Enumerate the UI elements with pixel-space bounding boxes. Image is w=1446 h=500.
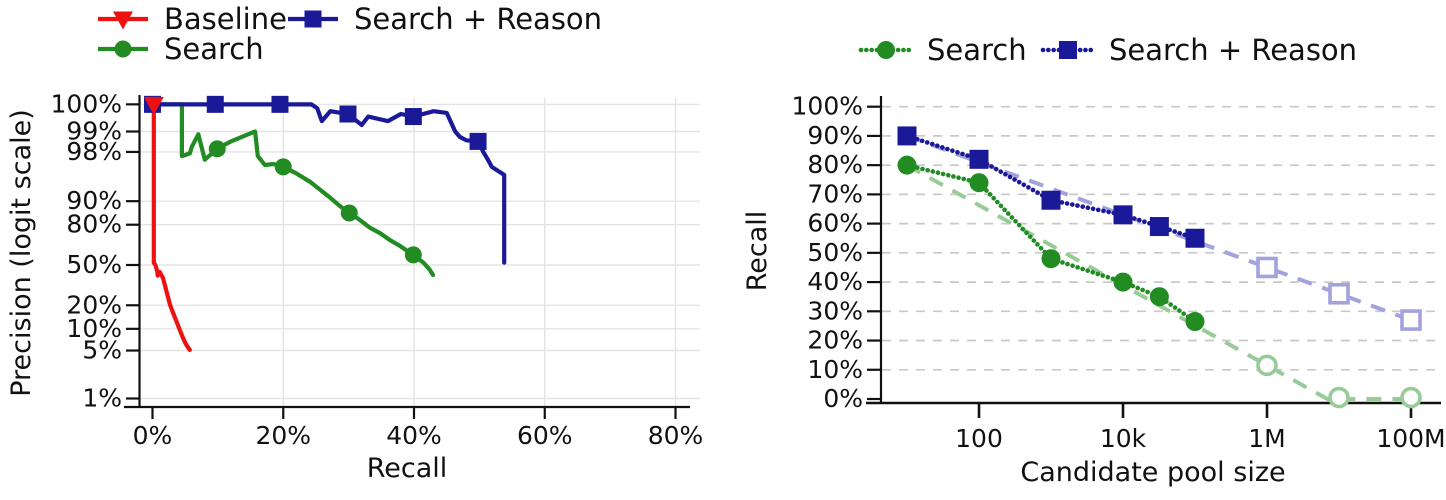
x-tick-label: 60% — [517, 421, 573, 450]
y-tick-label: 90% — [807, 121, 863, 150]
y-tick-label: 0% — [823, 384, 863, 413]
y-tick-label: 99% — [66, 117, 122, 146]
square-marker — [271, 95, 289, 113]
triangle-down-icon — [113, 11, 133, 30]
circle-marker — [897, 155, 917, 175]
y-tick-label: 50% — [807, 238, 863, 267]
circle-icon — [114, 40, 132, 58]
legend-label: Baseline — [164, 2, 287, 36]
y-tick-label: 20% — [66, 290, 122, 319]
pr-xlabel: Recall — [367, 453, 448, 484]
y-tick-label: 10% — [66, 314, 122, 343]
open-square-marker — [1400, 309, 1422, 331]
y-tick-label: 70% — [807, 179, 863, 208]
square-icon — [1059, 41, 1077, 59]
legend-item: Search — [98, 32, 264, 66]
y-tick-label: 98% — [66, 137, 122, 166]
x-tick-label: 100 — [955, 424, 1003, 453]
circle-marker — [1041, 249, 1061, 269]
open-circle-marker — [1328, 386, 1350, 409]
series-line-search — [150, 102, 436, 278]
y-tick-label: 40% — [807, 267, 863, 296]
y-tick-label: 80% — [807, 150, 863, 179]
circle-marker — [1113, 272, 1133, 292]
circle-marker — [340, 204, 358, 222]
x-tick-label: 10k — [1100, 424, 1147, 453]
legend-label: Search + Reason — [1109, 33, 1357, 67]
square-marker — [206, 95, 224, 113]
open-circle-marker — [1400, 386, 1422, 409]
legend-label: Search — [927, 33, 1027, 67]
legend-item: Search — [858, 33, 1027, 67]
square-marker — [469, 132, 487, 150]
circle-marker — [404, 246, 422, 264]
x-tick-label: 0% — [133, 421, 173, 450]
square-marker — [1041, 190, 1061, 210]
square-marker — [404, 108, 422, 126]
legend-label: Search + Reason — [354, 2, 602, 36]
circle-marker — [1149, 287, 1169, 307]
circle-icon — [877, 41, 895, 59]
square-marker — [969, 149, 989, 169]
x-tick-label: 1M — [1248, 424, 1285, 453]
pool-legend: Search Search + Reason — [858, 33, 1357, 67]
legend-item: Search + Reason — [288, 2, 602, 36]
open-square-marker — [1256, 256, 1278, 279]
pr-grid — [140, 98, 700, 407]
y-tick-label: 80% — [66, 210, 122, 239]
legend-item: Baseline — [98, 2, 287, 36]
pr-ylabel: Precision (logit scale) — [6, 109, 37, 397]
open-circle-marker — [1256, 354, 1278, 377]
open-square-marker — [1328, 282, 1350, 305]
square-icon — [304, 10, 322, 28]
triangle-down-marker — [143, 96, 164, 115]
y-tick-label: 20% — [807, 326, 863, 355]
y-tick-label: 100% — [792, 92, 863, 121]
pool-grid — [882, 105, 1442, 371]
square-marker — [339, 105, 357, 123]
pr-chart: 100%99%98%90%80%50%20%10%5%1%0% 20% 40% 60%… — [6, 2, 703, 484]
circle-marker — [208, 140, 226, 158]
circle-marker — [274, 158, 292, 176]
pool-xlabel: Candidate pool size — [1020, 457, 1285, 488]
square-marker — [1113, 205, 1133, 225]
square-marker — [897, 126, 917, 146]
y-tick-label: 50% — [66, 250, 122, 279]
series-line-baseline — [151, 102, 192, 352]
square-marker — [1185, 228, 1205, 248]
y-tick-label: 100% — [51, 89, 122, 118]
pool-ylabel: Recall — [742, 211, 773, 292]
pool-chart: 100%90%80%70%60%50%40%30%20%10%0% 100 10k 1… — [742, 33, 1446, 488]
y-tick-label: 60% — [807, 209, 863, 238]
y-tick-label: 90% — [66, 186, 122, 215]
legend-label: Search — [164, 32, 264, 66]
x-tick-label: 100M — [1376, 424, 1445, 453]
trend-line — [906, 163, 1411, 401]
x-tick-label: 20% — [255, 421, 311, 450]
y-tick-label: 30% — [807, 296, 863, 325]
series-line-search-reason — [150, 102, 507, 265]
circle-marker — [1185, 312, 1205, 332]
square-marker — [1149, 217, 1169, 237]
x-tick-label: 80% — [648, 421, 704, 450]
y-tick-label: 5% — [82, 336, 122, 365]
legend-item: Search + Reason — [1040, 33, 1357, 67]
circle-marker — [969, 173, 989, 193]
y-tick-label: 1% — [82, 383, 122, 412]
y-tick-label: 10% — [807, 355, 863, 384]
x-tick-label: 40% — [386, 421, 442, 450]
